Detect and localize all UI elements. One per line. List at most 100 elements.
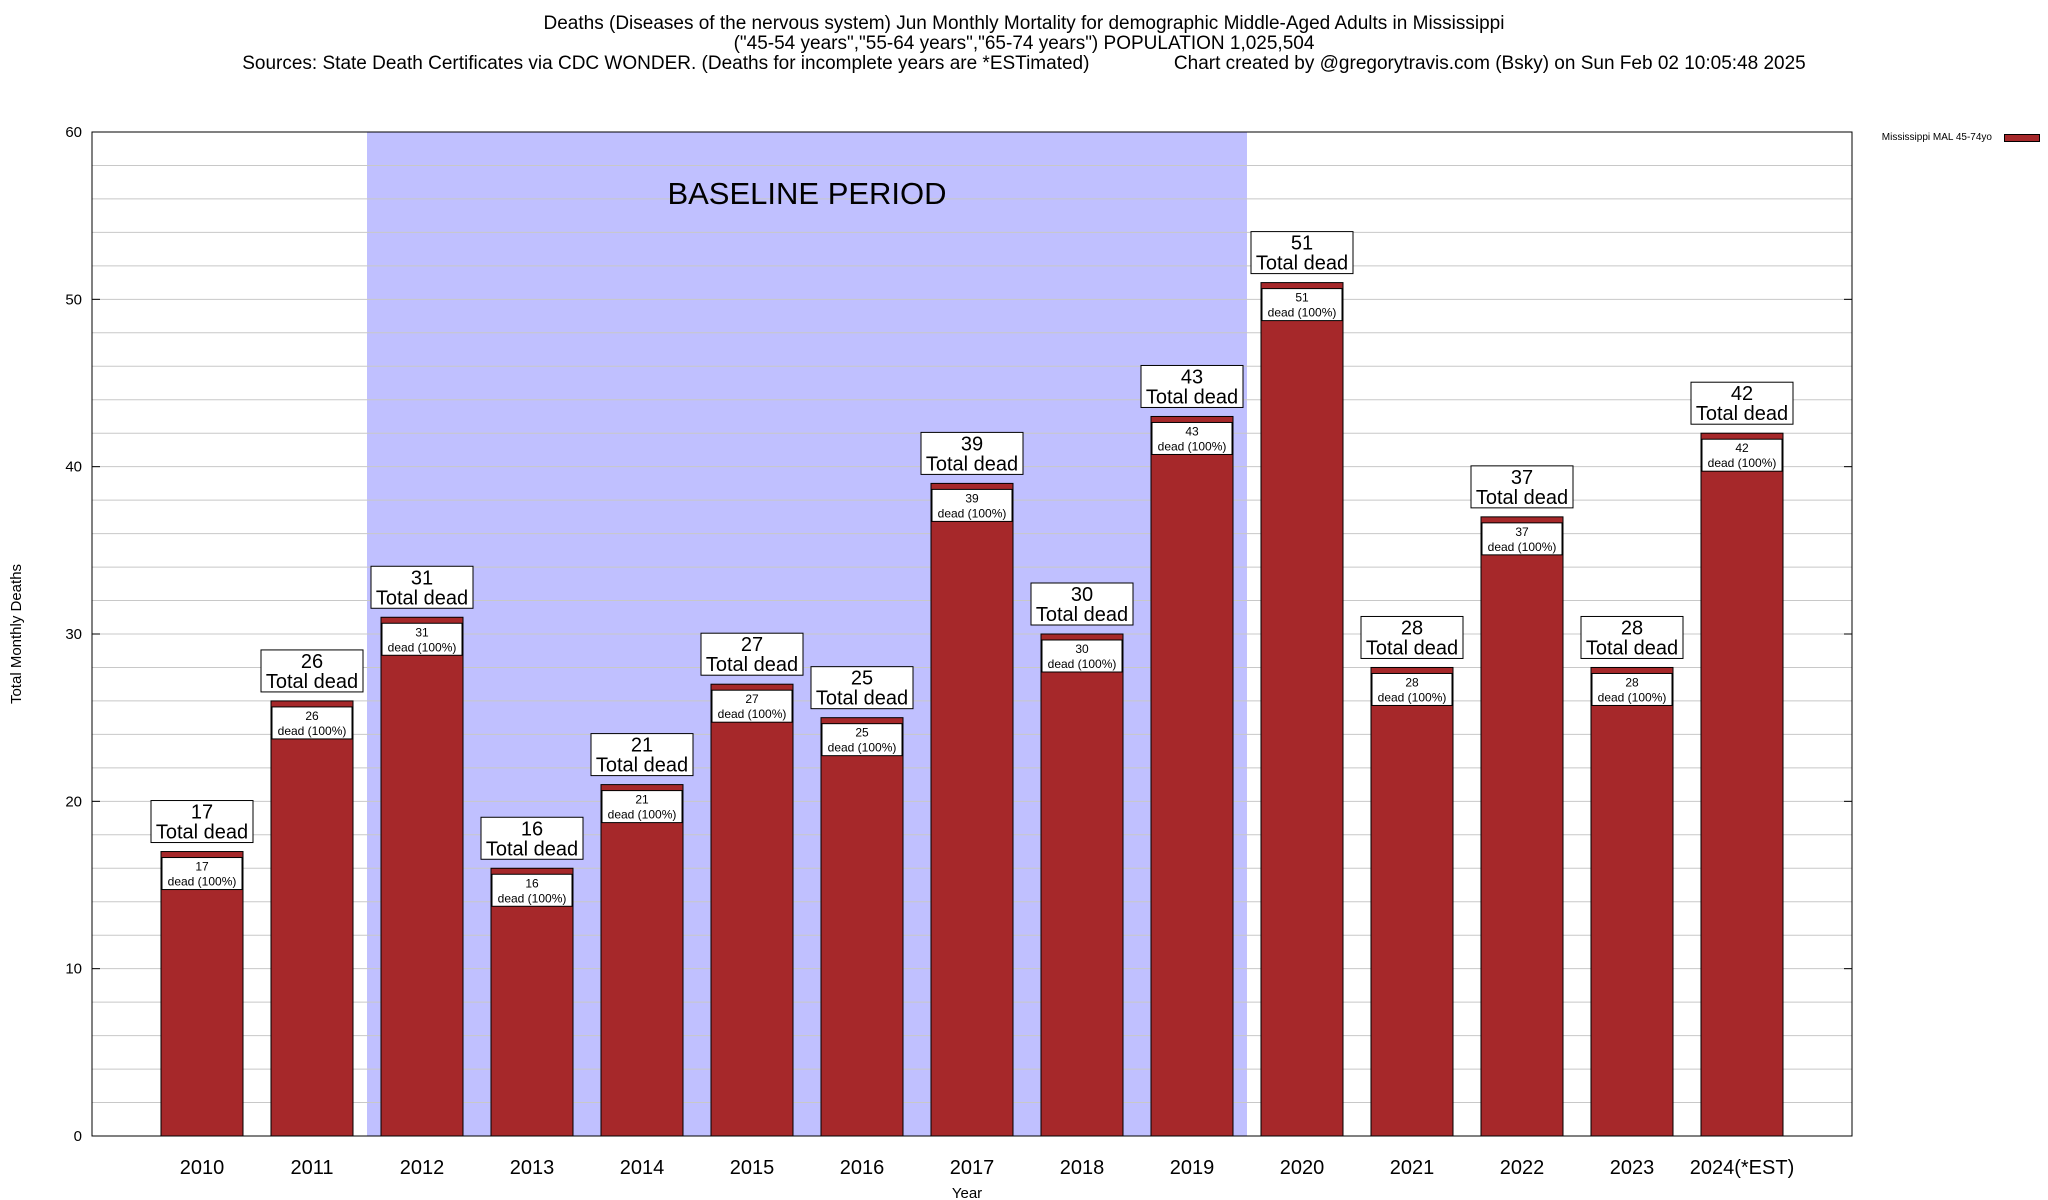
bar-total-text-label: Total dead [486, 838, 578, 860]
bar-total-value-label: 43 [1181, 366, 1203, 388]
bar-total-value-label: 26 [301, 651, 323, 673]
bar-inner-percent-label: dead (100%) [278, 724, 347, 738]
bar [1370, 666, 1454, 1137]
bar-inner-value-label: 37 [1515, 525, 1529, 539]
bar-inner-value-label: 43 [1185, 424, 1199, 438]
bar-inner-label-box [271, 706, 353, 740]
y-tick-label: 30 [65, 626, 82, 643]
plot-frame [91, 131, 1853, 1137]
bar-inner-value-label: 28 [1625, 675, 1639, 689]
x-tick-label: 2016 [840, 1157, 885, 1179]
bar-inner-percent-label: dead (100%) [1488, 540, 1557, 554]
bar-inner-value-label: 25 [855, 726, 869, 740]
bar-inner-label-box [1261, 288, 1343, 322]
credit-text: Chart created by @gregorytravis.com (Bsk… [1173, 53, 1806, 74]
x-tick-label: 2019 [1170, 1157, 1215, 1179]
bar [490, 867, 574, 1137]
bar-total-label-box [810, 666, 914, 710]
bar-inner-label-box [711, 689, 793, 723]
x-tick-label: 2023 [1610, 1157, 1655, 1179]
bar-inner-percent-label: dead (100%) [1378, 690, 1447, 704]
bar-total-label-box [1690, 381, 1794, 425]
bar-inner-percent-label: dead (100%) [168, 875, 237, 889]
bar-total-label-box [480, 816, 584, 860]
bar-inner-value-label: 16 [525, 876, 539, 890]
bar-total-label-box [1580, 615, 1684, 659]
bar-total-text-label: Total dead [706, 654, 798, 676]
bar [1480, 516, 1564, 1137]
bar [270, 700, 354, 1137]
x-tick-label: 2020 [1280, 1157, 1325, 1179]
bar-inner-label-box [1151, 421, 1233, 455]
bar [1260, 282, 1344, 1137]
bar [710, 683, 794, 1137]
bar-inner-value-label: 27 [745, 692, 759, 706]
bar-total-label-box [150, 800, 254, 844]
bar-inner-value-label: 28 [1405, 675, 1419, 689]
bar-inner-value-label: 51 [1295, 291, 1309, 305]
bar-inner-value-label: 30 [1075, 642, 1089, 656]
bar-total-text-label: Total dead [1476, 487, 1568, 509]
bar-total-value-label: 28 [1621, 617, 1643, 639]
bar-inner-label-box [1591, 672, 1673, 706]
bar [930, 482, 1014, 1137]
x-tick-label: 2010 [180, 1157, 225, 1179]
bar-total-text-label: Total dead [1586, 637, 1678, 659]
bar-total-value-label: 21 [631, 735, 653, 757]
bar-total-value-label: 37 [1511, 467, 1533, 489]
bar-inner-label-box [1041, 639, 1123, 673]
bar-total-value-label: 25 [851, 668, 873, 690]
bar-inner-value-label: 42 [1735, 441, 1749, 455]
bar-total-label-box [920, 431, 1024, 475]
bar-inner-label-box [1701, 438, 1783, 472]
bar-inner-percent-label: dead (100%) [608, 808, 677, 822]
bar-total-label-box [1030, 582, 1134, 626]
x-tick-label: 2022 [1500, 1157, 1545, 1179]
chart-subtitle: ("45-54 years","55-64 years","65-74 year… [733, 33, 1315, 54]
y-tick-label: 10 [65, 961, 82, 978]
x-tick-label: 2011 [290, 1157, 333, 1179]
y-tick-label: 60 [65, 124, 82, 141]
bar-inner-label-box [491, 873, 573, 907]
legend-swatch [2004, 134, 2040, 142]
bar-inner-label-box [931, 488, 1013, 522]
bar-total-value-label: 42 [1731, 383, 1753, 405]
x-tick-label: 2015 [730, 1157, 775, 1179]
bar-inner-label-box [1481, 522, 1563, 556]
legend-label: Mississippi MAL 45-74yo [1881, 132, 1992, 143]
bar-inner-label-box [821, 723, 903, 757]
bar-total-label-box [1360, 615, 1464, 659]
bar-total-value-label: 30 [1071, 584, 1093, 606]
bar-total-text-label: Total dead [596, 755, 688, 777]
bar [1150, 415, 1234, 1137]
x-tick-label: 2013 [510, 1157, 555, 1179]
bar-total-text-label: Total dead [926, 453, 1018, 475]
x-axis-label: Year [952, 1185, 982, 1200]
bar-inner-label-box [1371, 672, 1453, 706]
bar-inner-label-box [381, 622, 463, 656]
bar-inner-value-label: 21 [635, 793, 649, 807]
bar [1590, 666, 1674, 1137]
bar-inner-value-label: 39 [965, 491, 979, 505]
bar-total-text-label: Total dead [816, 688, 908, 710]
y-axis-label: Total Monthly Deaths [8, 564, 25, 704]
x-tick-label: 2024(*EST) [1690, 1157, 1795, 1179]
x-tick-label: 2012 [400, 1157, 445, 1179]
bar [820, 717, 904, 1137]
y-tick-label: 50 [65, 291, 82, 308]
bar [1700, 432, 1784, 1137]
bar-total-label-box [260, 649, 364, 693]
bar-inner-percent-label: dead (100%) [1598, 690, 1667, 704]
bar-inner-percent-label: dead (100%) [1048, 657, 1117, 671]
bar-total-text-label: Total dead [376, 587, 468, 609]
bar-total-value-label: 39 [961, 433, 983, 455]
bar [380, 616, 464, 1137]
bar-total-value-label: 17 [191, 802, 213, 824]
bar-total-label-box [700, 632, 804, 676]
bar-total-value-label: 16 [521, 818, 543, 840]
bar-total-value-label: 28 [1401, 617, 1423, 639]
source-text: Sources: State Death Certificates via CD… [242, 53, 1090, 74]
bar-inner-value-label: 17 [195, 860, 209, 874]
chart-titles: Deaths (Diseases of the nervous system) … [0, 14, 2048, 74]
